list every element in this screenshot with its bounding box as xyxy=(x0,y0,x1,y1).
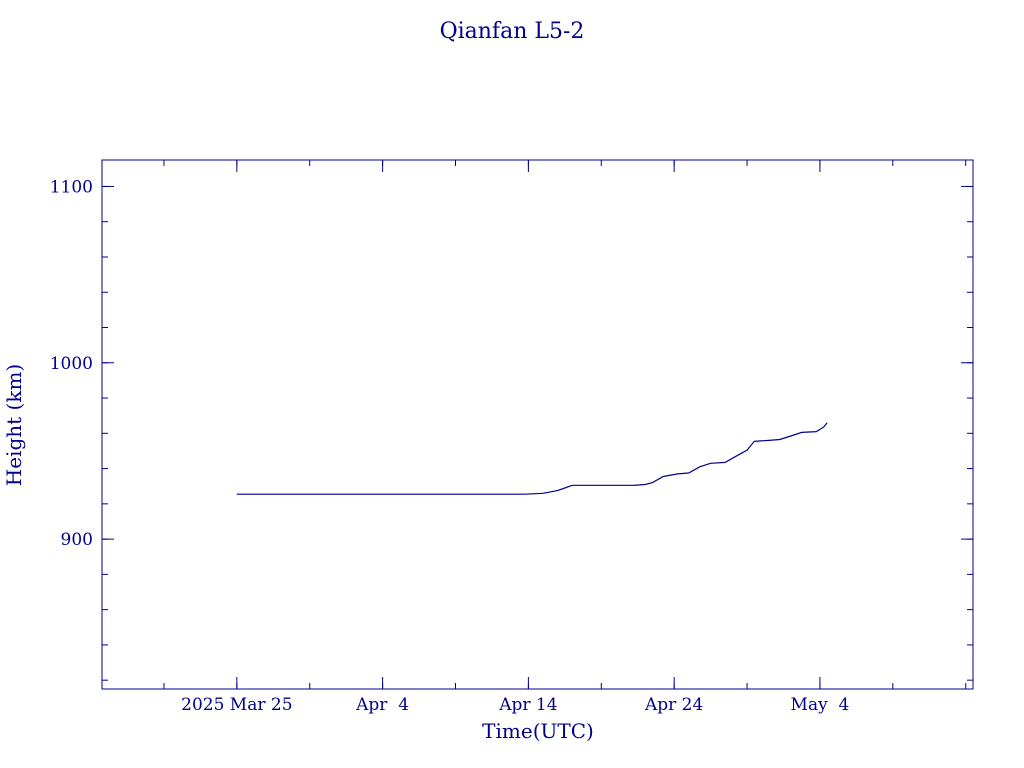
x-axis-label: Time(UTC) xyxy=(482,719,594,743)
y-tick-labels: 900 1000 1100 xyxy=(50,177,93,550)
y-axis-label: Height (km) xyxy=(2,364,26,486)
y-tick-label: 1000 xyxy=(50,354,93,374)
y-tick-label: 1100 xyxy=(50,177,93,197)
x-tick-label: Apr 24 xyxy=(644,695,703,715)
series-line xyxy=(236,422,828,495)
axis-ticks xyxy=(102,160,973,689)
chart-title: Qianfan L5-2 xyxy=(440,19,585,44)
y-tick-label: 900 xyxy=(61,530,93,550)
x-tick-label: 2025 Mar 25 xyxy=(181,695,292,715)
x-tick-label: Apr 4 xyxy=(355,695,409,715)
x-tick-label: Apr 14 xyxy=(498,695,557,715)
plot-frame xyxy=(101,159,974,690)
x-tick-label: May 4 xyxy=(791,695,850,715)
x-tick-labels: 2025 Mar 25 Apr 4 Apr 14 Apr 24 May 4 xyxy=(181,695,849,715)
